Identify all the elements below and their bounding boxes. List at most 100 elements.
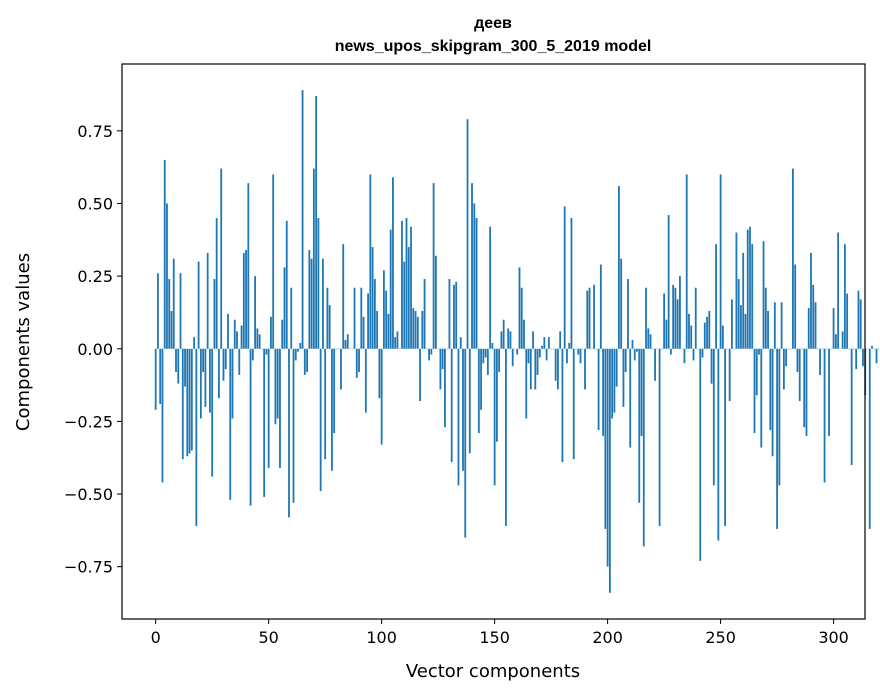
bar-40 bbox=[245, 249, 247, 349]
bar-304 bbox=[841, 331, 844, 349]
bar-211 bbox=[631, 340, 634, 349]
bar-22 bbox=[204, 348, 207, 407]
bar-247 bbox=[712, 348, 715, 486]
bar-266 bbox=[755, 348, 758, 396]
bar-178 bbox=[557, 348, 559, 390]
bar-182 bbox=[566, 348, 568, 364]
y-tick-label: −0.50 bbox=[64, 485, 113, 504]
bar-94 bbox=[367, 293, 369, 349]
bar-12 bbox=[181, 348, 184, 460]
bar-15 bbox=[188, 348, 191, 454]
bar-203 bbox=[613, 348, 616, 413]
bar-2 bbox=[159, 348, 162, 404]
bar-26 bbox=[213, 279, 216, 349]
bar-153 bbox=[500, 331, 503, 349]
bar-201 bbox=[608, 348, 611, 593]
bar-128 bbox=[444, 348, 446, 428]
bar-162 bbox=[520, 287, 523, 349]
bar-71 bbox=[315, 95, 318, 349]
bar-65 bbox=[301, 90, 304, 349]
bar-17 bbox=[193, 337, 195, 349]
bar-73 bbox=[319, 348, 322, 492]
bar-228 bbox=[669, 348, 672, 355]
bar-273 bbox=[771, 348, 774, 457]
bar-96 bbox=[371, 247, 374, 349]
bar-49 bbox=[265, 348, 268, 355]
bar-150 bbox=[493, 348, 496, 486]
bar-114 bbox=[412, 308, 415, 349]
bar-1 bbox=[157, 273, 159, 349]
bar-250 bbox=[719, 174, 722, 349]
bar-242 bbox=[701, 348, 704, 358]
bar-66 bbox=[303, 348, 306, 375]
bar-149 bbox=[491, 342, 494, 349]
bar-62 bbox=[294, 348, 297, 361]
bar-199 bbox=[604, 348, 607, 529]
bar-50 bbox=[267, 348, 270, 468]
bar-92 bbox=[362, 316, 365, 349]
bar-319 bbox=[875, 348, 878, 364]
bar-99 bbox=[378, 348, 381, 399]
bar-134 bbox=[457, 348, 460, 486]
bar-248 bbox=[715, 244, 717, 349]
bar-106 bbox=[394, 337, 397, 349]
bar-131 bbox=[450, 348, 453, 463]
bar-252 bbox=[724, 348, 727, 527]
bar-276 bbox=[778, 348, 781, 486]
bar-105 bbox=[392, 177, 394, 349]
bar-10 bbox=[177, 348, 180, 384]
bar-259 bbox=[740, 305, 742, 349]
bar-148 bbox=[489, 226, 492, 349]
bar-249 bbox=[717, 348, 720, 541]
bar-179 bbox=[559, 331, 562, 349]
bar-184 bbox=[570, 218, 573, 349]
bar-93 bbox=[364, 348, 367, 413]
bar-158 bbox=[511, 348, 514, 367]
bar-38 bbox=[240, 325, 243, 349]
bar-214 bbox=[638, 348, 641, 503]
y-tick-label: −0.25 bbox=[64, 412, 113, 431]
bar-3 bbox=[161, 348, 164, 483]
bar-144 bbox=[480, 348, 482, 410]
bar-306 bbox=[846, 293, 849, 349]
bar-173 bbox=[545, 348, 548, 361]
bar-308 bbox=[850, 348, 853, 465]
bar-119 bbox=[423, 279, 426, 349]
bar-43 bbox=[251, 348, 254, 361]
y-tick-label: −0.75 bbox=[64, 558, 113, 577]
bar-243 bbox=[703, 322, 706, 349]
bar-34 bbox=[231, 348, 234, 419]
bar-302 bbox=[837, 232, 840, 349]
bar-235 bbox=[685, 174, 688, 349]
bar-261 bbox=[744, 313, 747, 349]
bar-284 bbox=[796, 348, 799, 373]
bar-202 bbox=[611, 348, 614, 419]
bar-207 bbox=[622, 348, 625, 407]
bar-97 bbox=[373, 279, 376, 349]
bar-151 bbox=[495, 348, 498, 442]
bar-227 bbox=[667, 215, 670, 349]
bar-177 bbox=[554, 348, 557, 381]
bar-204 bbox=[615, 348, 618, 387]
bar-21 bbox=[202, 348, 205, 373]
bar-181 bbox=[563, 206, 566, 349]
bar-234 bbox=[683, 348, 686, 364]
bar-51 bbox=[270, 316, 272, 349]
bar-160 bbox=[516, 348, 519, 355]
bar-245 bbox=[708, 310, 711, 349]
bar-57 bbox=[283, 267, 286, 349]
bar-8 bbox=[172, 258, 175, 349]
bar-16 bbox=[190, 348, 193, 451]
bar-104 bbox=[389, 229, 392, 349]
bar-24 bbox=[209, 348, 211, 413]
bar-136 bbox=[462, 348, 464, 471]
bar-239 bbox=[694, 287, 697, 349]
x-tick-label: 150 bbox=[479, 628, 510, 647]
bar-165 bbox=[527, 348, 530, 364]
bar-122 bbox=[430, 348, 433, 355]
bar-55 bbox=[279, 348, 281, 468]
bar-260 bbox=[742, 252, 745, 349]
bar-262 bbox=[746, 229, 749, 349]
bar-197 bbox=[599, 264, 602, 349]
bar-79 bbox=[333, 348, 336, 434]
